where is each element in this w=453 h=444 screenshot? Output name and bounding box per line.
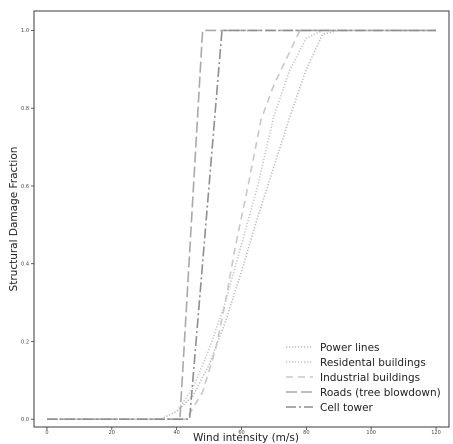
- series-line-industrial-buildings: [47, 29, 436, 421]
- y-axis-ticks: 0.0 0.2 0.4 0.6 0.8 1.0: [21, 28, 34, 423]
- y-axis-label: Structural Damage Fraction: [8, 147, 20, 292]
- x-tick-label: 60: [238, 430, 244, 436]
- legend-label-industrial-buildings: Industrial buildings: [320, 372, 420, 384]
- x-tick-label: 80: [303, 430, 309, 436]
- legend-label-roads-tree-blowdown: Roads (tree blowdown): [320, 387, 441, 399]
- y-tick-label: 0.0: [21, 417, 29, 423]
- y-tick-label: 0.2: [21, 339, 29, 345]
- legend-label-residental-buildings: Residental buildings: [320, 357, 426, 369]
- legend: Power lines Residental buildings Industria…: [286, 342, 441, 414]
- legend-label-power-lines: Power lines: [320, 342, 380, 354]
- x-axis-label: Wind intensity (m/s): [193, 432, 299, 444]
- x-tick-label: 20: [109, 430, 115, 436]
- y-tick-label: 0.8: [21, 106, 29, 112]
- series-layer: [47, 29, 436, 421]
- y-tick-label: 0.4: [21, 262, 29, 268]
- series-line-cell-tower: [47, 29, 436, 421]
- x-axis-ticks: 0 20 40 60 80 100 120: [45, 427, 441, 436]
- y-tick-label: 0.6: [21, 184, 29, 190]
- series-line-residental-buildings: [47, 29, 436, 421]
- legend-label-cell-tower: Cell tower: [320, 402, 374, 414]
- x-tick-label: 40: [173, 430, 179, 436]
- x-tick-label: 0: [45, 430, 48, 436]
- y-tick-label: 1.0: [21, 28, 29, 34]
- x-tick-label: 100: [366, 430, 376, 436]
- x-tick-label: 120: [431, 430, 441, 436]
